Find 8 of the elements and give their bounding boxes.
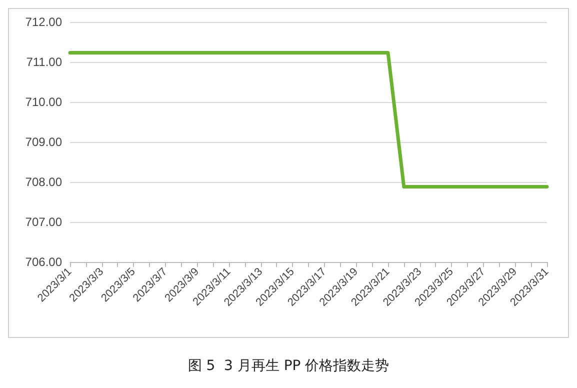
y-tick-label: 708.00 xyxy=(25,175,62,189)
y-tick-label: 711.00 xyxy=(26,55,62,69)
text: 图 5 3 月再生 PP 价格指数走势 xyxy=(188,358,390,374)
y-tick-label: 712.00 xyxy=(25,15,62,29)
y-tick-label: 707.00 xyxy=(25,215,62,229)
y-tick-label: 710.00 xyxy=(25,95,62,109)
y-tick-label: 706.00 xyxy=(25,255,62,269)
y-tick-label: 709.00 xyxy=(25,135,62,149)
